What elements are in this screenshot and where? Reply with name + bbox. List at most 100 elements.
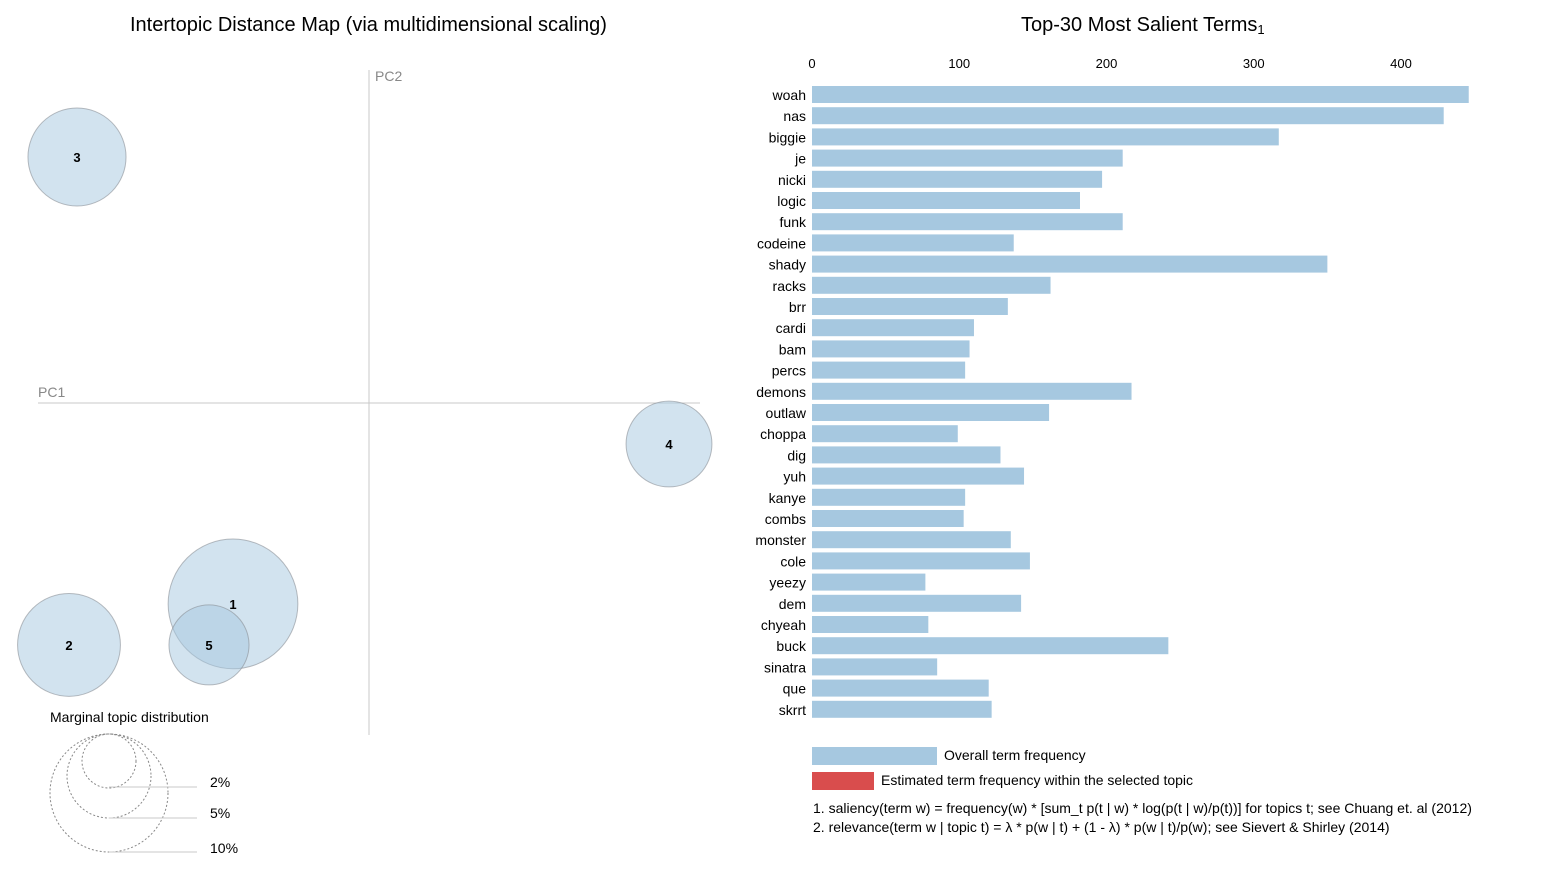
bar-funk[interactable]: [812, 213, 1123, 231]
x-tick-200: 200: [1096, 56, 1118, 71]
pc1-axis-label: PC1: [38, 384, 65, 400]
marginal-legend-circle-5pct: [66, 733, 152, 819]
term-label-brr[interactable]: brr: [789, 299, 806, 315]
bar-brr[interactable]: [812, 298, 1008, 315]
term-label-kanye[interactable]: kanye: [769, 490, 807, 506]
bar-woah[interactable]: [812, 86, 1469, 103]
bar-nicki[interactable]: [812, 170, 1103, 188]
salient-terms-title-text: Top-30 Most Salient Terms: [1021, 14, 1258, 36]
term-label-monster[interactable]: monster: [755, 532, 806, 548]
term-label-je[interactable]: je: [794, 151, 806, 167]
bar-yeezy[interactable]: [812, 573, 926, 591]
topic-bubble-2[interactable]: [17, 592, 121, 697]
bar-shady[interactable]: [812, 255, 1328, 273]
topic-bubble-5[interactable]: [168, 604, 250, 686]
topic-bubble-label-2[interactable]: 2: [65, 638, 72, 653]
bar-dig[interactable]: [812, 446, 1001, 464]
bar-buck[interactable]: [812, 637, 1169, 655]
term-label-nas[interactable]: nas: [783, 108, 806, 124]
term-label-bam[interactable]: bam: [779, 341, 806, 357]
term-label-nicki[interactable]: nicki: [778, 172, 806, 188]
marginal-legend-circle-10pct: [49, 733, 169, 853]
salient-terms-title-footnote-marker: 1: [1257, 22, 1265, 37]
intertopic-distance-map: PC2 PC1 1 2 3 4 5 Marginal topic distributio…: [17, 68, 713, 856]
term-label-yeezy[interactable]: yeezy: [769, 575, 806, 591]
marginal-topic-distribution-title: Marginal topic distribution: [50, 709, 209, 725]
term-label-sinatra[interactable]: sinatra: [764, 659, 806, 675]
marginal-topic-legend: 2% 5% 10%: [49, 733, 238, 856]
intertopic-map-title: Intertopic Distance Map (via multidimens…: [130, 14, 607, 36]
marginal-legend-label-5pct: 5%: [210, 805, 230, 821]
term-bars: [812, 86, 1469, 718]
topic-bubble-4[interactable]: [625, 400, 713, 488]
term-label-dig[interactable]: dig: [787, 447, 806, 463]
bar-outlaw[interactable]: [812, 404, 1050, 421]
bar-cardi[interactable]: [812, 319, 974, 337]
salient-terms-title: Top-30 Most Salient Terms1: [1021, 14, 1265, 37]
term-label-yuh[interactable]: yuh: [783, 469, 806, 485]
bar-dem[interactable]: [812, 594, 1022, 612]
topic-bubble-label-4[interactable]: 4: [665, 437, 673, 452]
marginal-legend-label-2pct: 2%: [210, 774, 230, 790]
bar-combs[interactable]: [812, 510, 964, 527]
term-label-biggie[interactable]: biggie: [769, 129, 807, 145]
term-label-cardi[interactable]: cardi: [776, 320, 806, 336]
term-label-woah[interactable]: woah: [772, 87, 806, 103]
term-label-shady[interactable]: shady: [769, 257, 806, 273]
legend-topic-label: Estimated term frequency within the sele…: [881, 772, 1194, 788]
term-label-percs[interactable]: percs: [772, 363, 806, 379]
topic-bubble-3[interactable]: [27, 107, 127, 207]
bar-codeine[interactable]: [812, 234, 1014, 252]
bar-percs[interactable]: [812, 361, 966, 379]
legend-topic-swatch: [812, 772, 874, 790]
term-label-racks[interactable]: racks: [773, 278, 806, 294]
bar-sinatra[interactable]: [812, 658, 938, 676]
bar-skrrt[interactable]: [812, 700, 992, 718]
term-label-buck[interactable]: buck: [776, 638, 807, 654]
bar-chyeah[interactable]: [812, 616, 929, 633]
topic-bubble-labels: 1 2 3 4 5: [65, 150, 673, 653]
bar-monster[interactable]: [812, 531, 1011, 549]
term-label-funk[interactable]: funk: [780, 214, 807, 230]
bar-je[interactable]: [812, 149, 1123, 167]
bar-biggie[interactable]: [812, 128, 1279, 146]
bar-kanye[interactable]: [812, 488, 966, 506]
term-labels: woah nas biggie je nicki logic funk codeine shad…: [755, 87, 807, 718]
x-tick-100: 100: [948, 56, 970, 71]
term-label-cole[interactable]: cole: [780, 553, 806, 569]
bar-nas[interactable]: [812, 107, 1444, 125]
salient-terms-bar-chart: 0 100 200 300 400 woah nas biggie je nicki logic f…: [755, 56, 1469, 718]
term-label-dem[interactable]: dem: [779, 596, 806, 612]
bar-bam[interactable]: [812, 340, 970, 358]
bar-que[interactable]: [812, 679, 989, 697]
term-label-choppa[interactable]: choppa: [760, 426, 806, 442]
topic-bubble-label-1[interactable]: 1: [229, 597, 236, 612]
footnote-saliency: 1. saliency(term w) = frequency(w) * [su…: [813, 800, 1472, 816]
x-tick-300: 300: [1243, 56, 1265, 71]
bar-racks[interactable]: [812, 276, 1051, 294]
term-label-codeine[interactable]: codeine: [757, 235, 806, 251]
footnote-relevance: 2. relevance(term w | topic t) = λ * p(w…: [813, 819, 1390, 835]
term-label-que[interactable]: que: [783, 681, 807, 697]
marginal-legend-label-10pct: 10%: [210, 840, 238, 856]
bar-logic[interactable]: [812, 192, 1080, 209]
term-label-demons[interactable]: demons: [756, 384, 806, 400]
term-label-logic[interactable]: logic: [777, 193, 806, 209]
x-axis-ticks: 0 100 200 300 400: [808, 56, 1411, 71]
bar-yuh[interactable]: [812, 467, 1025, 485]
legend-overall-swatch: [812, 747, 937, 765]
bar-cole[interactable]: [812, 552, 1030, 570]
x-tick-0: 0: [808, 56, 815, 71]
topic-bubbles: [17, 107, 713, 697]
bar-choppa[interactable]: [812, 425, 958, 443]
term-label-skrrt[interactable]: skrrt: [779, 702, 806, 718]
marginal-legend-circle-2pct: [81, 733, 137, 789]
pc2-axis-label: PC2: [375, 68, 402, 84]
topic-bubble-label-3[interactable]: 3: [73, 150, 80, 165]
bar-demons[interactable]: [812, 382, 1132, 400]
term-label-combs[interactable]: combs: [765, 511, 806, 527]
topic-bubble-label-5[interactable]: 5: [205, 638, 212, 653]
term-label-chyeah[interactable]: chyeah: [761, 617, 806, 633]
x-tick-400: 400: [1390, 56, 1412, 71]
term-label-outlaw[interactable]: outlaw: [766, 405, 807, 421]
